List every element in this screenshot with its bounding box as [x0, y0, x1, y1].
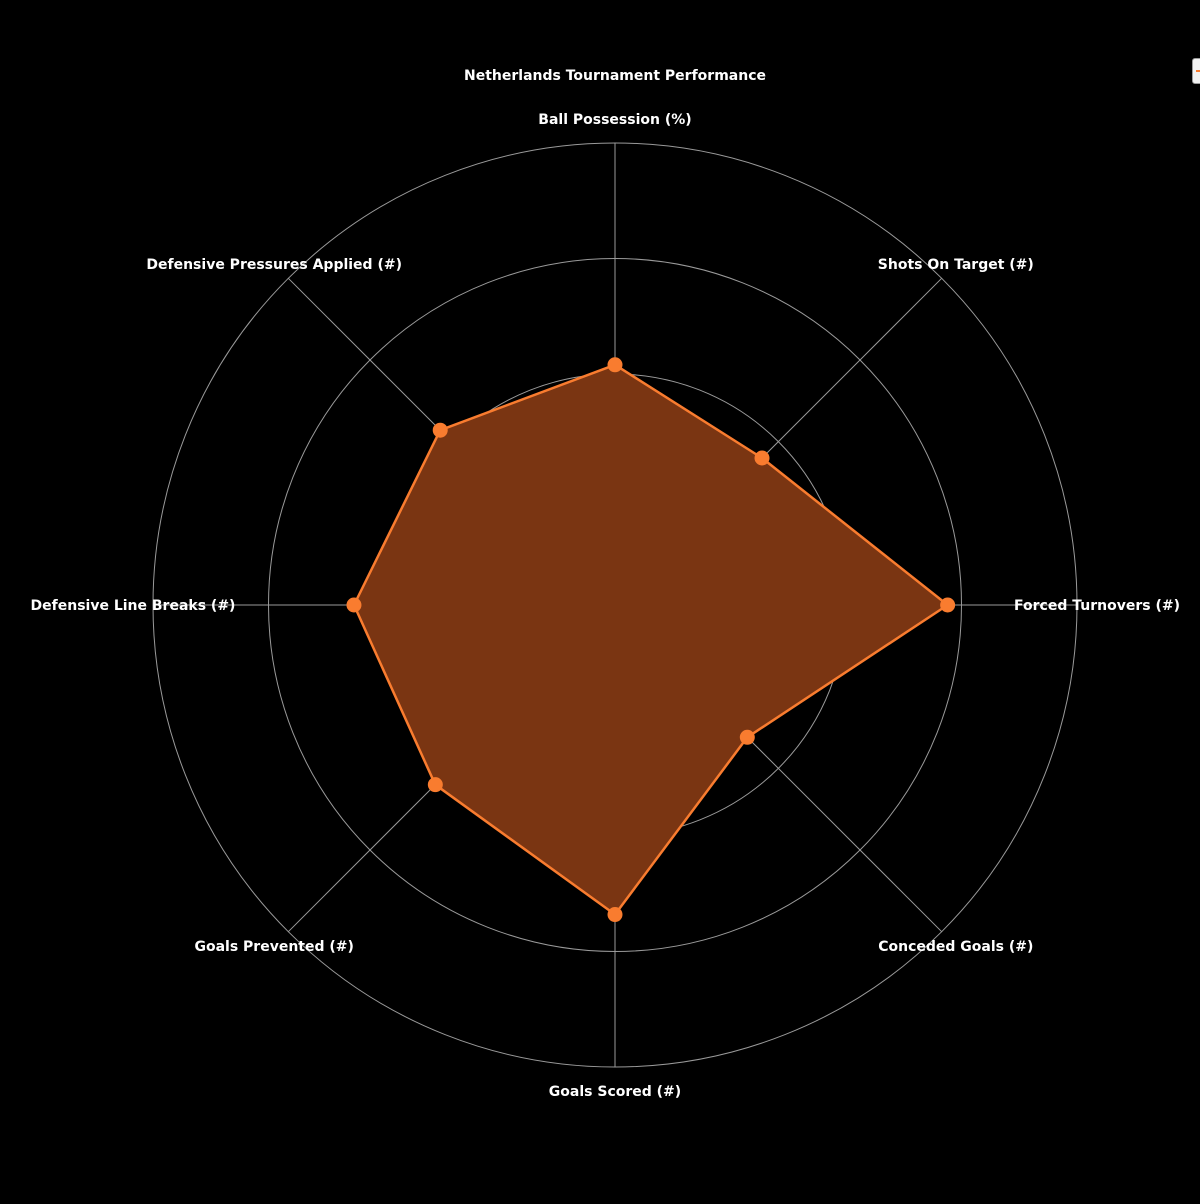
- axis-label-7: Defensive Line Breaks (#): [31, 598, 236, 614]
- axis-label-3: Forced Turnovers (#): [1014, 598, 1180, 614]
- data-point-4: [739, 729, 755, 745]
- axis-label-layer: Ball Possession (%) Shots On Target (#) Fo…: [31, 112, 1180, 1100]
- legend-swatch: [1196, 70, 1200, 72]
- axis-label-5: Goals Scored (#): [549, 1084, 681, 1100]
- data-point-3: [940, 597, 956, 613]
- data-point-6: [427, 777, 443, 793]
- axis-label-2: Shots On Target (#): [878, 257, 1034, 273]
- legend: [1192, 58, 1200, 84]
- series-layer: [346, 357, 956, 923]
- axis-label-4: Conceded Goals (#): [878, 939, 1033, 955]
- data-point-1: [607, 357, 623, 373]
- data-point-2: [754, 450, 770, 466]
- axis-label-1: Ball Possession (%): [538, 112, 691, 128]
- data-point-5: [607, 907, 623, 923]
- series-area-1: [352, 363, 949, 916]
- chart-title: Netherlands Tournament Performance: [464, 68, 766, 84]
- data-point-7: [346, 597, 362, 613]
- axis-label-8: Defensive Pressures Applied (#): [146, 257, 402, 273]
- axis-label-6: Goals Prevented (#): [194, 939, 353, 955]
- data-point-8: [432, 422, 448, 438]
